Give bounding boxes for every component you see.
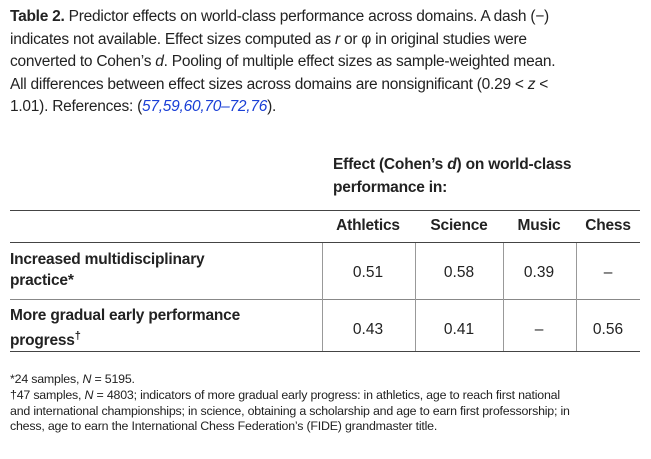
header-text: performance in: [333,179,448,196]
caption-text: or φ in original studies were [339,30,527,48]
row-label-text: Increased multidisciplinary [10,251,205,268]
group-header: Effect (Cohen’s d) on world-class perform… [333,153,571,199]
footnote-text: *24 samples, [10,372,83,386]
separator: , [246,98,251,115]
cell: 0.39 [523,264,555,281]
header-text: ) on world-class [456,156,572,173]
caption-text: All differences between effect sizes acr… [10,75,528,93]
column-header: Music [517,217,561,234]
footnote: †47 samples, N = 4803; indicators of mor… [10,388,570,435]
caption-text: converted to Cohen’s [10,53,156,70]
header-text: Effect (Cohen’s [333,156,448,173]
footnote-symbol: N [84,388,94,402]
separator: , [179,98,184,115]
cell: – [603,264,613,281]
caption-label: Table 2. [10,8,65,25]
cell: 0.56 [592,321,624,338]
caption-text: 1.01). References: ( [10,98,142,115]
caption-text: Predictor effects on world-class perform… [64,8,550,25]
footnote-text: †47 samples, [10,388,85,402]
cell: 0.58 [443,264,475,281]
row-label-text: More gradual early performance [10,307,241,324]
reference-link[interactable]: 70–72 [204,98,247,115]
column-divider [415,243,416,351]
caption-text: < [535,75,549,93]
footnote-text: chess, age to earn the International Che… [10,419,438,433]
separator: , [158,98,163,115]
reference-link[interactable]: 60 [183,98,201,115]
footnote: *24 samples, N = 5195. [10,372,135,388]
caption: Table 2. Predictor effects on world-clas… [10,6,556,119]
column-header: Science [430,217,488,234]
caption-symbol: d [155,53,164,70]
reference-link[interactable]: 76 [250,98,268,115]
footnote-text: = 5195. [91,372,135,386]
header-symbol: d [447,156,457,173]
footnote-mark: † [74,330,81,342]
footnote-symbol: N [82,372,92,386]
cell: 0.43 [352,321,384,338]
cell: – [534,321,544,338]
caption-symbol: z [527,75,536,93]
cell: 0.41 [443,321,475,338]
row-label-text: practice* [10,272,74,289]
row-label: More gradual early performance progress† [10,305,240,351]
separator: , [200,98,205,115]
row-label-text: progress [10,332,75,350]
footnote-text: = 4803; indicators of more gradual early… [93,388,561,402]
caption-text: . Pooling of multiple effect sizes as sa… [163,53,556,70]
rule [10,210,640,211]
caption-text: ). [267,98,277,115]
rule [10,242,640,243]
row-label: Increased multidisciplinary practice* [10,249,205,291]
rule [10,299,640,300]
column-divider [576,243,577,351]
rule [10,351,640,352]
caption-text: indicates not available. Effect sizes co… [10,30,335,48]
column-divider [503,243,504,351]
column-header: Athletics [336,217,400,234]
reference-link[interactable]: 57 [141,98,159,115]
caption-symbol: r [334,30,340,48]
column-header: Chess [585,217,631,234]
reference-link[interactable]: 59 [162,98,180,115]
footnote-text: and international championships; in scie… [10,403,570,418]
column-divider [322,243,323,351]
cell: 0.51 [352,264,384,281]
